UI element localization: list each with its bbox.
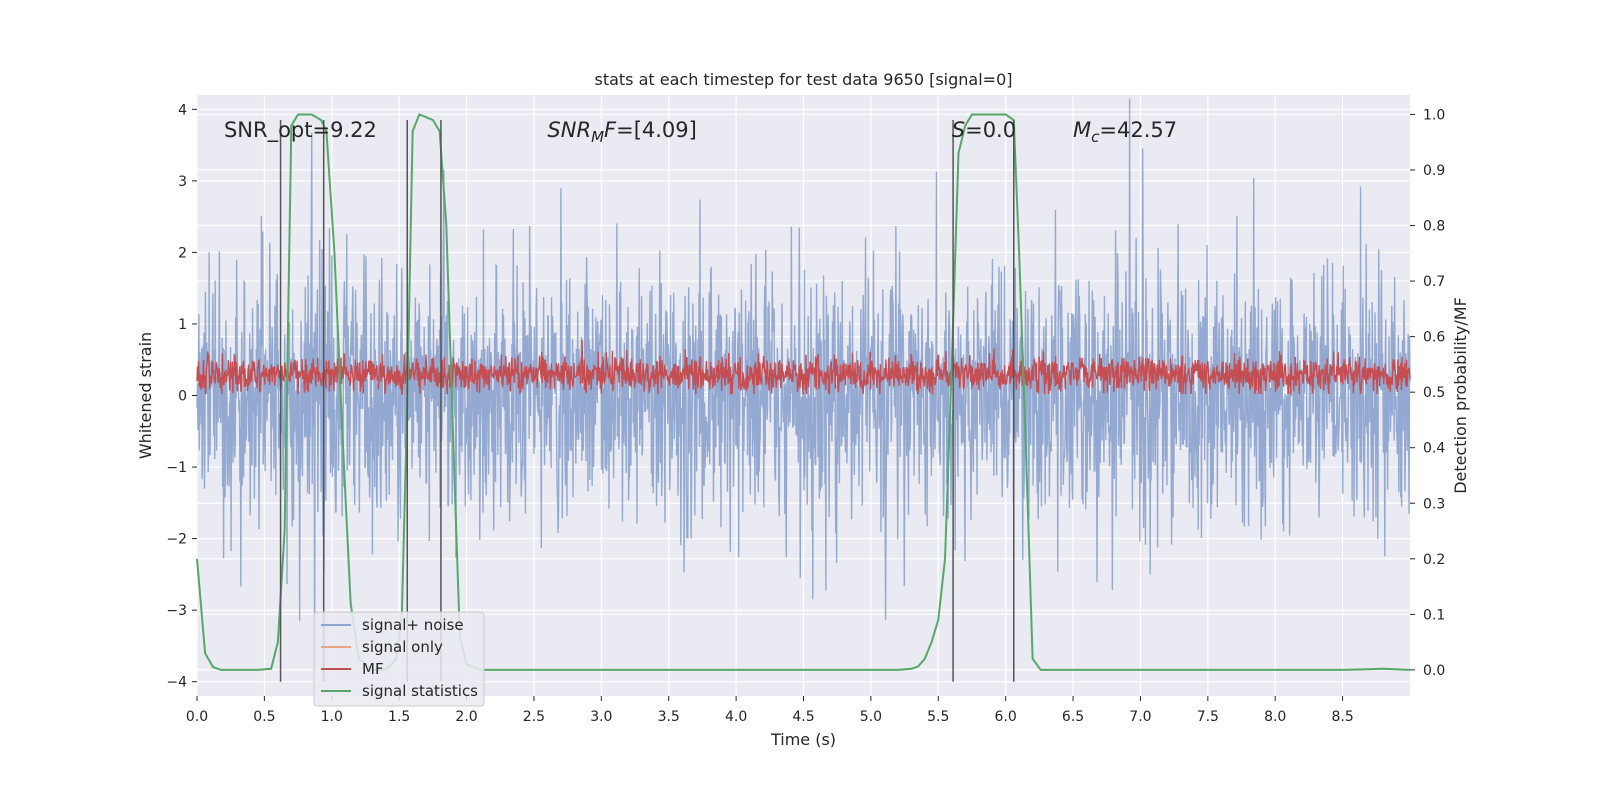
y2-tick-label: 0.9 xyxy=(1423,163,1445,179)
legend-entry: MF xyxy=(362,660,384,678)
y2-tick-label: 0.2 xyxy=(1423,552,1445,568)
annotation-mc: Mc=42.57 xyxy=(1073,118,1177,146)
tick-labels: 0.0 0.5 1.0 1.5 2.0 2.5 3.0 3.5 4.0 4.5 5.0 5.5 6.0 6… xyxy=(166,102,1445,725)
y2-tick-label: 0.8 xyxy=(1423,219,1445,235)
x-tick-label: 4.5 xyxy=(792,709,814,725)
x-tick-label: 3.0 xyxy=(590,709,612,725)
legend-box xyxy=(313,611,485,707)
annotation-snr-opt: SNR_opt=9.22 xyxy=(224,118,377,143)
x-tick-label: 2.5 xyxy=(523,709,545,725)
legend-entry: signal+ noise xyxy=(362,616,464,634)
x-tick-label: 5.0 xyxy=(860,709,882,725)
y-tick-label: 4 xyxy=(178,102,187,118)
y2-tick-label: 0.0 xyxy=(1423,663,1445,679)
x-tick-label: 1.0 xyxy=(321,709,343,725)
y-tick-label: −1 xyxy=(166,460,187,476)
x-tick-label: 0.5 xyxy=(253,709,275,725)
legend: signal+ noise signal only MF signal statist… xyxy=(313,611,485,707)
x-tick-label: 2.0 xyxy=(455,709,477,725)
x-tick-label: 6.5 xyxy=(1062,709,1084,725)
y2-tick-label: 0.3 xyxy=(1423,496,1445,512)
legend-entry: signal statistics xyxy=(362,682,478,700)
x-tick-label: 7.5 xyxy=(1197,709,1219,725)
y2-axis-label: Detection probability/MF xyxy=(1451,297,1470,494)
y-axis-label: Whitened strain xyxy=(136,332,155,459)
series-signal-noise xyxy=(196,98,1411,670)
x-tick-label: 8.0 xyxy=(1264,709,1286,725)
annotation-s: S=0.0 xyxy=(952,118,1016,142)
x-tick-label: 6.0 xyxy=(995,709,1017,725)
y-tick-label: 1 xyxy=(178,317,187,333)
y2-tick-label: 0.1 xyxy=(1423,607,1445,623)
y2-tick-label: 0.7 xyxy=(1423,274,1445,290)
series-signal-statistics xyxy=(196,113,1411,671)
x-tick-label: 1.5 xyxy=(388,709,410,725)
x-tick-label: 8.5 xyxy=(1331,709,1353,725)
x-tick-label: 3.5 xyxy=(658,709,680,725)
y-tick-label: −3 xyxy=(166,603,187,619)
vertical-markers xyxy=(279,120,1015,682)
legend-entry: signal only xyxy=(362,638,443,656)
chart-title: stats at each timestep for test data 965… xyxy=(594,70,1012,89)
y2-tick-label: 0.6 xyxy=(1423,330,1445,346)
y-tick-label: 0 xyxy=(178,389,187,405)
y-tick-label: 2 xyxy=(178,245,187,261)
annotations: SNR_opt=9.22 SNRMF=[4.09] S=0.0 Mc=42.57 xyxy=(224,118,1177,146)
y-tick-label: −4 xyxy=(166,675,187,691)
x-axis-label: Time (s) xyxy=(770,730,836,749)
y-tick-label: 3 xyxy=(178,174,187,190)
y2-tick-label: 1.0 xyxy=(1423,107,1445,123)
x-tick-label: 7.0 xyxy=(1129,709,1151,725)
y-tick-label: −2 xyxy=(166,532,187,548)
y2-tick-label: 0.4 xyxy=(1423,441,1445,457)
x-tick-label: 5.5 xyxy=(927,709,949,725)
data-traces xyxy=(196,98,1411,671)
x-tick-label: 0.0 xyxy=(186,709,208,725)
annotation-snr-mf: SNRMF=[4.09] xyxy=(547,118,696,146)
y2-tick-label: 0.5 xyxy=(1423,385,1445,401)
series-mf xyxy=(196,339,1411,396)
x-tick-label: 4.0 xyxy=(725,709,747,725)
